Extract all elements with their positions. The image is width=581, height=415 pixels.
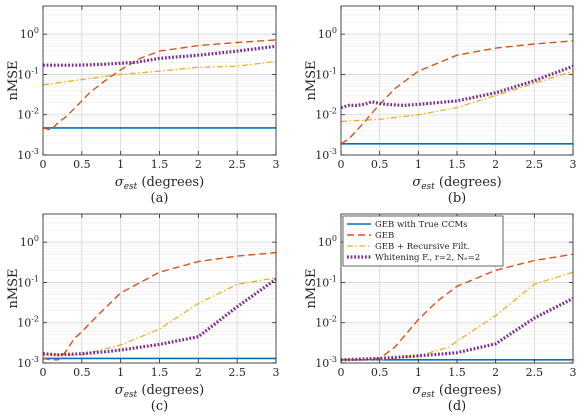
series-line-geb bbox=[43, 251, 276, 361]
series-line-whitening bbox=[341, 297, 573, 362]
x-tick-label: 1.5 bbox=[448, 366, 466, 379]
y-tick-label: 10-1 bbox=[17, 66, 39, 81]
x-tick-label: 2.5 bbox=[228, 158, 246, 171]
y-tick-label: 10-1 bbox=[315, 274, 337, 289]
y-tick-label: 100 bbox=[20, 234, 39, 249]
panel-caption: (b) bbox=[448, 191, 466, 206]
x-tick-label: 1.5 bbox=[151, 366, 169, 379]
series-line-whitening bbox=[341, 64, 573, 110]
x-tick-label: 2 bbox=[492, 366, 499, 379]
y-tick-label: 100 bbox=[318, 234, 337, 249]
x-tick-label: 1 bbox=[415, 366, 422, 379]
x-tick-label: 2 bbox=[195, 158, 202, 171]
x-tick-label: 0.5 bbox=[371, 158, 389, 171]
y-axis-label: nMSE bbox=[304, 60, 319, 100]
series-line-geb-recursive bbox=[43, 60, 276, 86]
x-tick-label: 2.5 bbox=[526, 158, 544, 171]
series-line-geb bbox=[341, 40, 573, 145]
x-tick-label: 0.5 bbox=[371, 366, 389, 379]
x-tick-label: 0.5 bbox=[73, 366, 91, 379]
panel-caption: (a) bbox=[151, 191, 169, 206]
x-tick-label: 2 bbox=[195, 366, 202, 379]
y-tick-label: 10-2 bbox=[315, 315, 337, 330]
x-axis-label: σest (degrees) bbox=[115, 175, 204, 192]
series-line-geb-recursive bbox=[43, 277, 276, 356]
y-tick-label: 10-2 bbox=[17, 107, 39, 122]
y-tick-label: 100 bbox=[20, 26, 39, 41]
x-tick-label: 2.5 bbox=[526, 366, 544, 379]
x-tick-label: 1.5 bbox=[151, 158, 169, 171]
panel-caption: (d) bbox=[448, 399, 466, 414]
chart-panel-2: 0 0.5 1 1.5 2 2.5 3 10-3 10-2 10-1 100 σest (degree… bbox=[304, 5, 577, 206]
legend-entry-whitening: Whitening F., r=2, Nₑ=2 bbox=[375, 253, 480, 263]
panel-caption: (c) bbox=[151, 399, 168, 414]
y-tick-label: 10-2 bbox=[315, 107, 337, 122]
legend-entry-geb-recursive: GEB + Recursive Filt. bbox=[375, 242, 470, 252]
y-tick-label: 10-3 bbox=[315, 355, 337, 370]
x-tick-label: 0 bbox=[40, 366, 47, 379]
x-tick-label: 1 bbox=[117, 366, 124, 379]
x-tick-label: 3 bbox=[273, 158, 280, 171]
chart-panel-3: 0 0.5 1 1.5 2 2.5 3 10-3 10-2 10-1 100 σest (degree… bbox=[6, 213, 280, 414]
chart-panel-4: 0 0.5 1 1.5 2 2.5 3 10-3 10-2 10-1 100 σest (degree… bbox=[304, 213, 577, 414]
x-tick-label: 1 bbox=[117, 158, 124, 171]
x-tick-label: 0.5 bbox=[73, 158, 91, 171]
x-axis-label: σest (degrees) bbox=[412, 175, 501, 192]
x-tick-label: 0 bbox=[338, 158, 345, 171]
x-axis-label: σest (degrees) bbox=[412, 383, 501, 400]
x-tick-label: 2 bbox=[492, 158, 499, 171]
series-line-whitening bbox=[43, 277, 276, 357]
x-tick-label: 1.5 bbox=[448, 158, 466, 171]
x-tick-label: 1 bbox=[415, 158, 422, 171]
y-axis-label: nMSE bbox=[6, 268, 21, 308]
x-tick-label: 3 bbox=[570, 366, 577, 379]
y-tick-label: 10-1 bbox=[17, 274, 39, 289]
y-axis-label: nMSE bbox=[6, 60, 21, 100]
y-tick-label: 10-3 bbox=[17, 147, 39, 162]
y-tick-label: 10-2 bbox=[17, 315, 39, 330]
legend-entry-true-ccm: GEB with True CCMs bbox=[375, 220, 468, 230]
y-tick-label: 10-3 bbox=[17, 355, 39, 370]
x-tick-label: 3 bbox=[273, 366, 280, 379]
series-line-whitening bbox=[43, 44, 276, 67]
x-tick-label: 2.5 bbox=[228, 366, 246, 379]
y-axis-label: nMSE bbox=[304, 268, 319, 308]
x-axis-label: σest (degrees) bbox=[115, 383, 204, 400]
x-tick-label: 0 bbox=[40, 158, 47, 171]
chart-panel-1: 0 0.5 1 1.5 2 2.5 3 10-3 10-2 10-1 100 σest (degree… bbox=[6, 5, 280, 206]
x-tick-label: 3 bbox=[570, 158, 577, 171]
series-line-geb-recursive bbox=[341, 271, 573, 361]
y-tick-label: 100 bbox=[318, 26, 337, 41]
y-tick-label: 10-1 bbox=[315, 66, 337, 81]
series-line-geb bbox=[43, 39, 276, 131]
series-line-geb-recursive bbox=[341, 70, 573, 123]
legend-entry-geb: GEB bbox=[375, 231, 394, 241]
x-tick-label: 0 bbox=[338, 366, 345, 379]
y-tick-label: 10-3 bbox=[315, 147, 337, 162]
